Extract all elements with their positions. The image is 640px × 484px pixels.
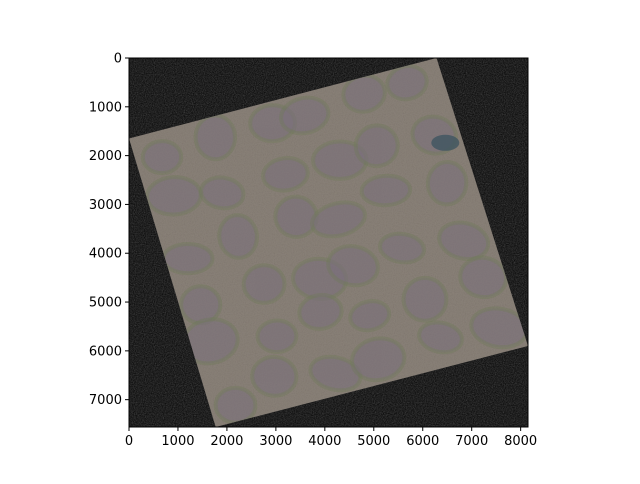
terrain-patch: [161, 242, 215, 276]
terrain-patch: [279, 95, 331, 136]
y-tick-label: 0: [114, 52, 122, 67]
terrain-patch: [250, 354, 299, 398]
terrain-patch: [437, 220, 491, 261]
y-tick-label: 3000: [89, 198, 122, 213]
axes-frame: [128, 57, 529, 428]
x-tick-label: 5000: [357, 434, 390, 449]
y-tick-label: 6000: [89, 344, 122, 359]
terrain-patch: [241, 263, 287, 305]
terrain-patch: [310, 200, 367, 239]
x-tick-label: 4000: [308, 434, 341, 449]
terrain-patch: [145, 175, 203, 217]
terrain-patch: [255, 318, 299, 355]
terrain-patch: [378, 231, 426, 265]
polygon-terrain-texture: [140, 64, 528, 425]
terrain-patch: [353, 123, 400, 169]
terrain-patch: [350, 336, 407, 383]
y-tick-label: 7000: [89, 393, 122, 408]
terrain-patch: [385, 64, 429, 102]
terrain-patch: [140, 139, 184, 176]
y-axis-ticks: 0 1000 2000 3000 4000 5000 6000 7000: [89, 52, 129, 408]
x-tick-label: 8000: [504, 434, 537, 449]
terrain-patch: [297, 292, 344, 331]
x-tick-label: 7000: [455, 434, 488, 449]
terrain-patch: [458, 255, 509, 300]
terrain-patch: [326, 244, 380, 288]
terrain-patch: [193, 113, 238, 162]
terrain-patch: [359, 173, 413, 208]
terrain-patch: [308, 354, 363, 393]
y-tick-label: 1000: [89, 100, 122, 115]
image-axes: [128, 57, 529, 428]
terrain-patch: [217, 213, 259, 260]
x-tick-label: 1000: [161, 434, 194, 449]
rotated-aerial-image: [129, 58, 528, 427]
y-tick-label: 4000: [89, 247, 122, 262]
terrain-patch: [213, 385, 258, 425]
x-tick-label: 6000: [406, 434, 439, 449]
terrain-patch: [401, 275, 449, 323]
x-axis-ticks: 0 1000 2000 3000 4000 5000 6000 7000 8000: [125, 427, 537, 449]
terrain-patch: [261, 156, 310, 193]
x-tick-label: 0: [125, 434, 133, 449]
y-tick-label: 5000: [89, 296, 122, 311]
water-pool: [431, 134, 460, 151]
terrain-patch: [425, 160, 469, 207]
y-tick-label: 2000: [89, 149, 122, 164]
x-tick-label: 3000: [259, 434, 292, 449]
terrain-patch: [417, 320, 464, 355]
terrain-patch: [199, 175, 246, 211]
terrain-patch: [348, 299, 392, 333]
x-tick-label: 2000: [210, 434, 243, 449]
